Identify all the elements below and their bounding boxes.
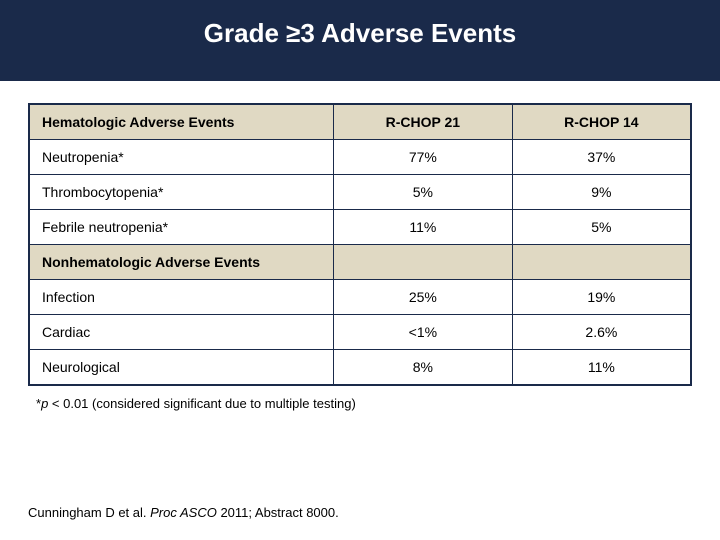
row-value: 5% [334, 175, 513, 210]
footnote: *p < 0.01 (considered significant due to… [0, 386, 720, 411]
row-value: 5% [512, 210, 691, 245]
table-row: Infection 25% 19% [29, 280, 691, 315]
row-value: 11% [512, 350, 691, 386]
column-header-events: Hematologic Adverse Events [29, 104, 334, 140]
adverse-events-table: Hematologic Adverse Events R-CHOP 21 R-C… [28, 103, 692, 386]
table-header-row: Hematologic Adverse Events R-CHOP 21 R-C… [29, 104, 691, 140]
row-label: Cardiac [29, 315, 334, 350]
row-value: 11% [334, 210, 513, 245]
row-label: Febrile neutropenia* [29, 210, 334, 245]
row-value: 77% [334, 140, 513, 175]
citation-journal: Proc ASCO [150, 505, 217, 520]
row-label: Neutropenia* [29, 140, 334, 175]
section-header-row: Nonhematologic Adverse Events [29, 245, 691, 280]
row-label: Neurological [29, 350, 334, 386]
section-header-empty [334, 245, 513, 280]
table-row: Febrile neutropenia* 11% 5% [29, 210, 691, 245]
row-value: 8% [334, 350, 513, 386]
row-value: 2.6% [512, 315, 691, 350]
table-row: Thrombocytopenia* 5% 9% [29, 175, 691, 210]
row-value: 25% [334, 280, 513, 315]
row-label: Thrombocytopenia* [29, 175, 334, 210]
citation-ref: 2011; Abstract 8000. [217, 505, 339, 520]
row-label: Infection [29, 280, 334, 315]
table-row: Neutropenia* 77% 37% [29, 140, 691, 175]
row-value: 9% [512, 175, 691, 210]
section-header-label: Nonhematologic Adverse Events [29, 245, 334, 280]
slide-title: Grade ≥3 Adverse Events [0, 0, 720, 81]
citation-authors: Cunningham D et al. [28, 505, 150, 520]
row-value: 19% [512, 280, 691, 315]
footnote-text: < 0.01 (considered significant due to mu… [48, 396, 355, 411]
table-row: Neurological 8% 11% [29, 350, 691, 386]
row-value: 37% [512, 140, 691, 175]
table-container: Hematologic Adverse Events R-CHOP 21 R-C… [0, 81, 720, 386]
column-header-rchop21: R-CHOP 21 [334, 104, 513, 140]
column-header-rchop14: R-CHOP 14 [512, 104, 691, 140]
table-row: Cardiac <1% 2.6% [29, 315, 691, 350]
section-header-empty [512, 245, 691, 280]
row-value: <1% [334, 315, 513, 350]
citation: Cunningham D et al. Proc ASCO 2011; Abst… [28, 505, 339, 520]
